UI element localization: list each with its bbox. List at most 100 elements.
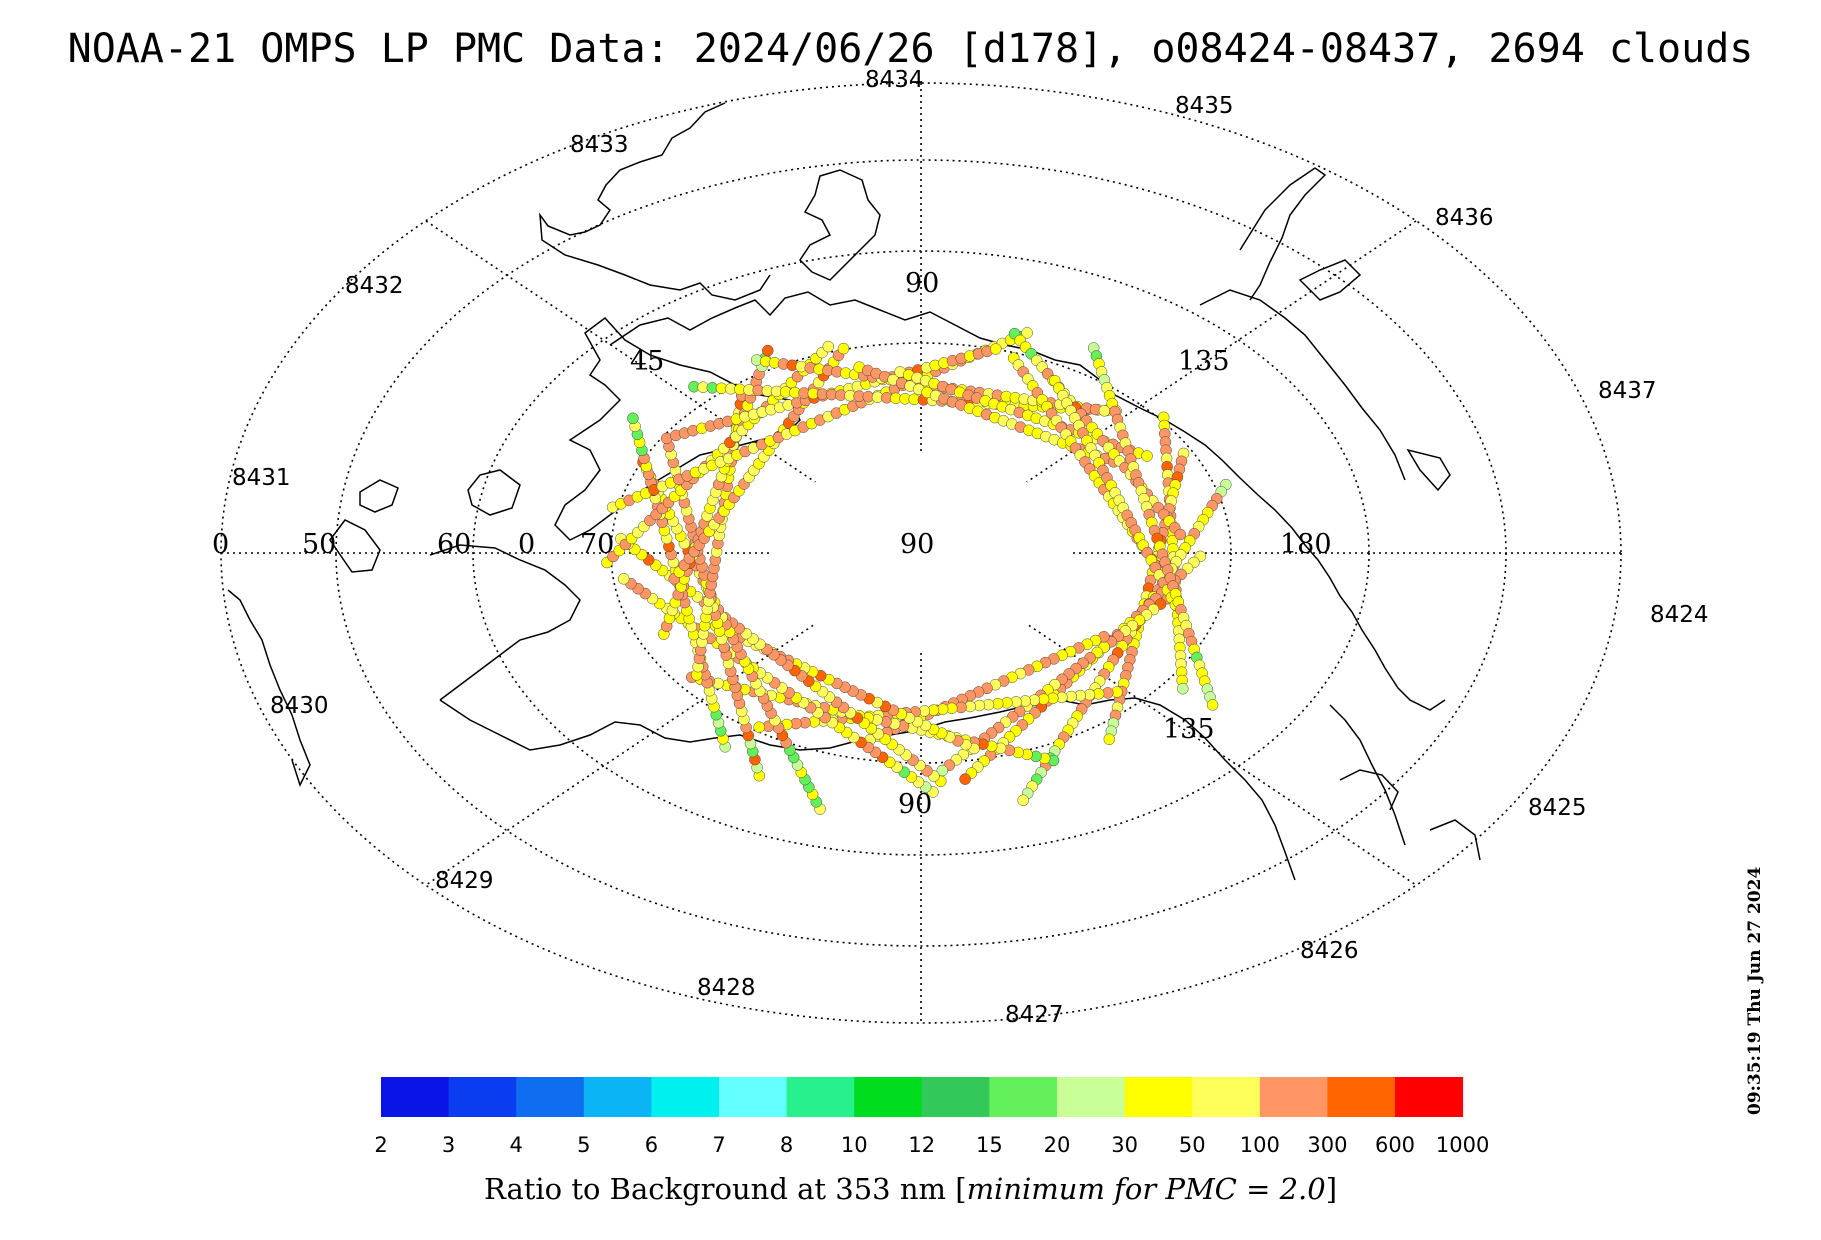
- label-lon-135-upper: 135: [1178, 346, 1230, 377]
- label-lon-135-lower: 135: [1163, 714, 1215, 745]
- orbit-label-8427: 8427: [1005, 1002, 1064, 1028]
- cloud-point: [1177, 682, 1189, 695]
- colorbar-box-0: [381, 1077, 450, 1117]
- colorbar-box-12: [1192, 1077, 1261, 1117]
- coast-hudson: [1406, 448, 1451, 492]
- colorbar-tick-3: 3: [442, 1133, 455, 1157]
- colorbar-tick-12: 12: [908, 1133, 935, 1157]
- label-lat-70: 70: [580, 529, 614, 560]
- cloud-point: [1021, 327, 1033, 339]
- colorbar-box-13: [1259, 1077, 1328, 1117]
- graticule: [220, 82, 1622, 1024]
- coast-japan-north: [1429, 819, 1481, 861]
- colorbar-tick-300: 300: [1307, 1133, 1347, 1157]
- orbit-label-8426: 8426: [1300, 938, 1359, 964]
- polar-gap: [771, 453, 1071, 653]
- colorbar-tick-30: 30: [1111, 1133, 1138, 1157]
- coast-far-southeast: [1329, 704, 1406, 846]
- label-lon-0: 0: [518, 529, 535, 560]
- orbit-label-8434: 8434: [865, 67, 924, 93]
- coast-siberia-east: [1139, 407, 1446, 711]
- coast-iceland: [467, 469, 521, 516]
- colorbar-ticks: 2 3 4 5 6 7 8 10 12 15 20 30 50 100 300 600 1000: [374, 1133, 1489, 1157]
- cloud-point: [822, 340, 835, 353]
- colorbar-box-5: [719, 1077, 788, 1117]
- label-lon-180: 180: [1280, 529, 1332, 560]
- meridian-diagonal-2: [425, 220, 1417, 886]
- timestamp: 09:35:19 Thu Jun 27 2024: [1745, 866, 1765, 1115]
- label-lat-50: 50: [302, 529, 336, 560]
- orbit-label-8429: 8429: [435, 868, 494, 894]
- colorbar-title: Ratio to Background at 353 nm [minimum f…: [0, 1172, 1821, 1206]
- colorbar-box-4: [651, 1077, 720, 1117]
- label-lon-90-upper: 90: [905, 268, 939, 299]
- coast-alaska-island: [1298, 259, 1362, 301]
- coast-canada: [1199, 289, 1406, 481]
- cloud-point: [627, 412, 639, 425]
- colorbar-box-9: [989, 1077, 1058, 1117]
- colorbar-title-close: ]: [1325, 1172, 1338, 1206]
- colorbar-tick-6: 6: [645, 1133, 658, 1157]
- orbit-number-labels: 8424 8425 8426 8427 8428 8429 8430 8431 …: [232, 67, 1709, 1028]
- coast-baffin: [329, 519, 381, 573]
- coast-greenland: [539, 102, 771, 301]
- cloud-point: [990, 343, 1002, 355]
- coast-west-mid: [429, 544, 581, 701]
- colorbar-title-prefix: Ratio to Background at 353 nm: [483, 1172, 956, 1206]
- colorbar-box-1: [448, 1077, 517, 1117]
- map-title: NOAA-21 OMPS LP PMC Data: 2024/06/26 [d1…: [67, 26, 1754, 72]
- label-lat-60: 60: [437, 529, 471, 560]
- cloud-point: [1174, 528, 1187, 541]
- label-center-90: 90: [900, 529, 934, 560]
- label-lon-90-lower: 90: [898, 789, 932, 820]
- colorbar-tick-10: 10: [841, 1133, 868, 1157]
- coast-svalbard: [799, 169, 881, 281]
- coast-island-west: [359, 479, 399, 513]
- colorbar-tick-600: 600: [1375, 1133, 1415, 1157]
- colorbar-box-10: [1057, 1077, 1126, 1117]
- colorbar-tick-5: 5: [577, 1133, 590, 1157]
- colorbar-box-8: [921, 1077, 990, 1117]
- colorbar-box-15: [1395, 1077, 1464, 1117]
- graticule-labels: 90 180 135 135 90 90 45 0 50 60 70 0: [212, 268, 1332, 820]
- colorbar-tick-15: 15: [976, 1133, 1003, 1157]
- colorbar-title-open: [: [955, 1172, 967, 1206]
- colorbar-tick-1000: 1000: [1436, 1133, 1489, 1157]
- pmc-cloud-swaths: [601, 327, 1232, 815]
- orbit-label-8436: 8436: [1435, 205, 1494, 231]
- orbit-label-8435: 8435: [1175, 93, 1234, 119]
- cloud-point: [1141, 450, 1153, 462]
- label-outer-0: 0: [212, 529, 229, 560]
- colorbar: 2 3 4 5 6 7 8 10 12 15 20 30 50 100 300 600 1000: [374, 1077, 1489, 1157]
- orbit-label-8425: 8425: [1528, 795, 1587, 821]
- colorbar-box-2: [516, 1077, 585, 1117]
- cloud-point: [617, 573, 630, 585]
- coast-alaska-north: [1239, 167, 1327, 301]
- colorbar-box-14: [1327, 1077, 1396, 1117]
- colorbar-tick-100: 100: [1240, 1133, 1280, 1157]
- cloud-point: [959, 773, 971, 785]
- colorbar-tick-20: 20: [1044, 1133, 1071, 1157]
- orbit-label-8428: 8428: [697, 975, 756, 1001]
- orbit-label-8431: 8431: [232, 465, 291, 491]
- colorbar-tick-2: 2: [374, 1133, 387, 1157]
- colorbar-tick-7: 7: [712, 1133, 725, 1157]
- cloud-point: [762, 344, 774, 357]
- colorbar-tick-4: 4: [510, 1133, 523, 1157]
- coast-kamchatka: [1339, 769, 1399, 811]
- cloud-point: [1017, 794, 1029, 807]
- orbit-label-8424: 8424: [1650, 602, 1709, 628]
- colorbar-title-italic: minimum for PMC = 2.0: [966, 1172, 1326, 1206]
- cloud-point: [1206, 699, 1219, 711]
- colorbar-box-6: [786, 1077, 855, 1117]
- cloud-point: [753, 721, 765, 733]
- coast-far-west: [227, 589, 311, 787]
- cloud-point: [1103, 733, 1116, 745]
- coast-siberia-north: [609, 291, 1141, 409]
- colorbar-box-7: [854, 1077, 923, 1117]
- colorbar-boxes: [381, 1077, 1464, 1117]
- cloud-point: [837, 342, 850, 355]
- colorbar-box-11: [1124, 1077, 1193, 1117]
- orbit-label-8430: 8430: [270, 693, 329, 719]
